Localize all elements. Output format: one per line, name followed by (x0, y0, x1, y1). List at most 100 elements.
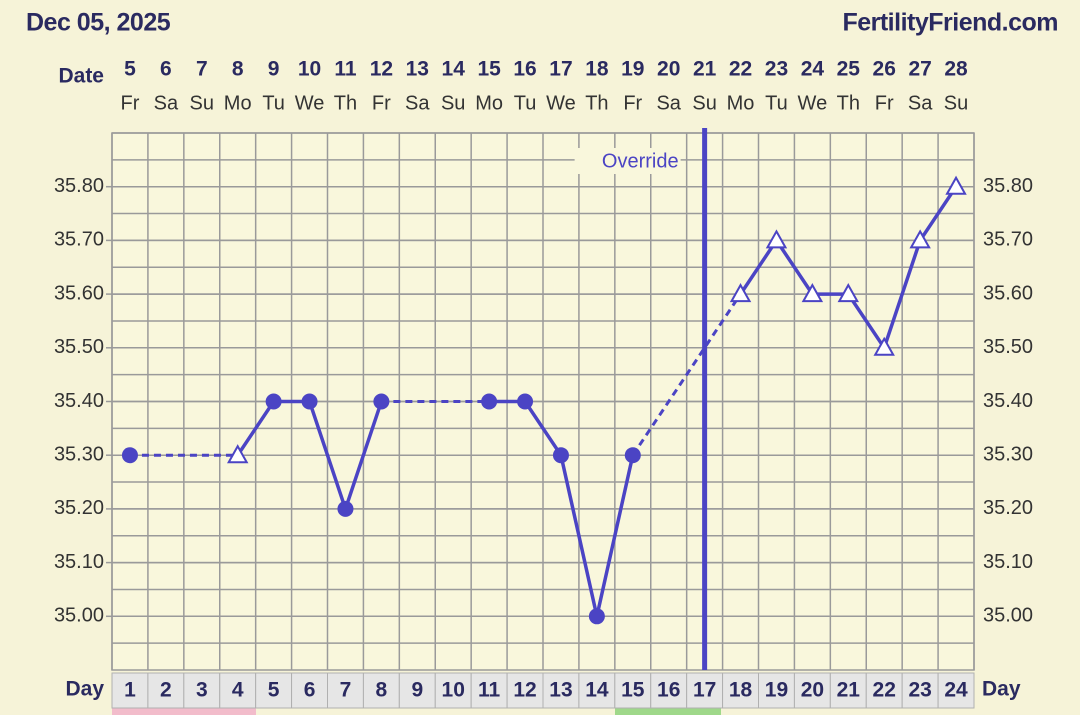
cycle-day: 5 (268, 679, 280, 702)
day-cell (434, 672, 472, 709)
date-label: 8 (232, 58, 244, 81)
fertile-strip (615, 708, 721, 715)
date-label: 6 (160, 58, 172, 81)
day-cell (793, 672, 831, 709)
cycle-day: 24 (944, 679, 968, 702)
cycle-day: 16 (657, 679, 680, 702)
temp-point (945, 175, 967, 195)
cycle-day: 18 (729, 679, 753, 702)
date-label: 16 (513, 58, 536, 81)
cycle-day: 19 (765, 679, 788, 702)
day-label-right: Day (982, 678, 1021, 701)
y-tick-label: 35.60 (54, 282, 104, 304)
override-bg (574, 148, 681, 174)
temp-point (801, 283, 824, 303)
date-label: 5 (124, 58, 136, 81)
period-strip (112, 708, 256, 715)
date-label: 24 (801, 58, 825, 81)
weekday-label: Su (692, 92, 716, 114)
date-label: 17 (549, 58, 572, 81)
cycle-day: 1 (124, 679, 136, 702)
weekday-label: Th (334, 92, 357, 114)
day-cell (362, 672, 400, 709)
y-tick-label: 35.10 (54, 551, 104, 573)
cycle-day: 4 (232, 679, 244, 702)
cycle-day: 8 (376, 679, 388, 702)
override-label: Override (602, 150, 679, 172)
cycle-day: 3 (196, 679, 208, 702)
cycle-day: 11 (478, 679, 501, 702)
day-cell (865, 672, 903, 709)
date-label: 15 (477, 58, 501, 81)
day-cell (255, 672, 293, 709)
temp-point (588, 608, 605, 625)
weekday-label: Sa (154, 92, 179, 114)
weekday-label: Sa (405, 92, 430, 114)
date-label: 27 (908, 58, 931, 81)
day-cell (327, 672, 364, 709)
y-tick-label-right: 35.80 (983, 175, 1033, 197)
y-tick-label-right: 35.30 (983, 443, 1033, 465)
cycle-day: 17 (693, 679, 716, 702)
cycle-day: 10 (442, 679, 465, 702)
date-label: 21 (693, 58, 717, 81)
temp-point (265, 393, 282, 410)
y-tick-label: 35.00 (54, 605, 104, 627)
chart-title: Dec 05, 2025 (26, 9, 171, 37)
weekday-label: Mo (475, 92, 503, 114)
temp-point (729, 283, 752, 303)
day-cell (829, 672, 867, 709)
y-tick-label: 35.30 (54, 443, 104, 465)
cycle-day: 14 (585, 679, 609, 702)
day-cell (722, 672, 759, 709)
weekday-label: Su (441, 92, 465, 114)
day-cell (937, 672, 975, 709)
date-label: 11 (334, 58, 357, 81)
weekday-label: Sa (656, 92, 681, 114)
weekday-label: Sa (908, 92, 933, 114)
weekday-label: Su (190, 92, 214, 114)
cycle-day: 20 (801, 679, 824, 702)
y-tick-label: 35.50 (54, 336, 104, 358)
y-tick-label: 35.80 (54, 175, 104, 197)
date-label: 13 (406, 58, 429, 81)
y-tick-label-right: 35.10 (983, 551, 1033, 573)
y-tick-label-right: 35.50 (983, 336, 1033, 358)
cycle-day: 7 (340, 679, 352, 702)
date-label: 23 (765, 58, 788, 81)
weekday-label: Tu (262, 92, 285, 114)
day-cell (183, 672, 221, 709)
temp-point (624, 447, 641, 464)
date-label: Date (58, 65, 104, 88)
cycle-day: 23 (908, 679, 931, 702)
temp-point (301, 393, 318, 410)
day-cell (147, 672, 185, 709)
day-cell (219, 672, 257, 709)
cycle-day: 12 (513, 679, 536, 702)
day-label: Day (65, 678, 104, 701)
temp-point (373, 393, 390, 410)
temp-point (873, 336, 895, 356)
cycle-day: 13 (549, 679, 572, 702)
temp-point (837, 283, 860, 303)
cycle-day: 2 (160, 679, 172, 702)
cycle-day: 22 (873, 679, 896, 702)
cycle-day: 21 (837, 679, 861, 702)
date-label: 20 (657, 58, 680, 81)
temp-point (517, 393, 534, 410)
date-label: 28 (944, 58, 968, 81)
day-cell (542, 672, 580, 709)
date-label: 22 (729, 58, 752, 81)
y-tick-label: 35.70 (54, 229, 104, 251)
temp-point (481, 393, 498, 410)
temp-gap (631, 293, 742, 457)
date-label: 26 (873, 58, 896, 81)
plot-border (111, 132, 975, 671)
y-tick-label-right: 35.70 (983, 229, 1033, 251)
date-label: 18 (585, 58, 609, 81)
weekday-label: We (546, 92, 576, 114)
temp-point (337, 500, 354, 517)
weekday-label: Fr (372, 92, 391, 114)
day-cell (758, 672, 795, 709)
